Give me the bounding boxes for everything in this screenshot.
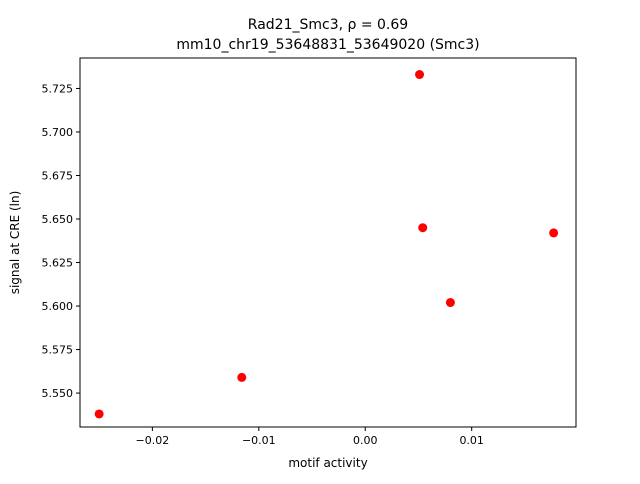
- scatter-point: [445, 298, 455, 308]
- y-axis-label: signal at CRE (ln): [8, 191, 22, 295]
- x-tick-label: −0.02: [136, 434, 170, 447]
- chart-title-line-2: mm10_chr19_53648831_53649020 (Smc3): [176, 37, 479, 53]
- y-tick-label: 5.575: [42, 344, 74, 357]
- x-tick-label: 0.01: [459, 434, 484, 447]
- axes-frame: [79, 57, 577, 428]
- y-tick-label: 5.625: [42, 257, 74, 270]
- x-axis-label: motif activity: [288, 456, 367, 470]
- y-tick-label: 5.600: [42, 300, 74, 313]
- y-tick-label: 5.725: [42, 82, 74, 95]
- scatter-point: [415, 70, 425, 80]
- plot-area: −0.02 −0.01 0.00 0.01 5.550 5.575 5.600 5.625 5.…: [42, 70, 559, 447]
- y-tick-label: 5.675: [42, 169, 74, 182]
- scatter-point: [418, 223, 428, 233]
- scatter-point: [94, 409, 104, 419]
- x-tick-label: 0.00: [353, 434, 378, 447]
- y-tick-label: 5.550: [42, 387, 74, 400]
- chart-title-line-1: Rad21_Smc3, ρ = 0.69: [248, 17, 408, 33]
- y-tick-label: 5.700: [42, 126, 74, 139]
- x-tick-label: −0.01: [242, 434, 276, 447]
- scatter-point: [237, 372, 247, 382]
- y-tick-label: 5.650: [42, 213, 74, 226]
- scatter-point: [549, 228, 559, 238]
